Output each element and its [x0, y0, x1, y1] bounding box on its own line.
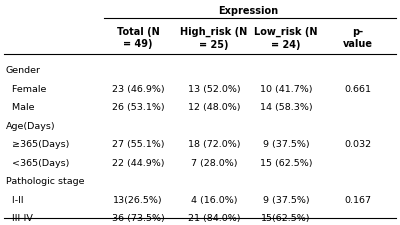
Text: 9 (37.5%): 9 (37.5%)	[263, 140, 309, 149]
Text: 12 (48.0%): 12 (48.0%)	[188, 103, 240, 112]
Text: 14 (58.3%): 14 (58.3%)	[260, 103, 312, 112]
Text: Gender: Gender	[6, 66, 41, 75]
Text: 21 (84.0%): 21 (84.0%)	[188, 214, 240, 223]
Text: Low_risk (N
= 24): Low_risk (N = 24)	[254, 27, 318, 50]
Text: 0.167: 0.167	[344, 196, 372, 205]
Text: Pathologic stage: Pathologic stage	[6, 177, 84, 186]
Text: Total (N
= 49): Total (N = 49)	[117, 27, 159, 50]
Text: Age(Days): Age(Days)	[6, 122, 56, 131]
Text: 27 (55.1%): 27 (55.1%)	[112, 140, 164, 149]
Text: 26 (53.1%): 26 (53.1%)	[112, 103, 164, 112]
Text: 15(62.5%): 15(62.5%)	[261, 214, 311, 223]
Text: 0.661: 0.661	[344, 85, 372, 94]
Text: 13(26.5%): 13(26.5%)	[113, 196, 163, 205]
Text: 22 (44.9%): 22 (44.9%)	[112, 159, 164, 168]
Text: 15 (62.5%): 15 (62.5%)	[260, 159, 312, 168]
Text: 9 (37.5%): 9 (37.5%)	[263, 196, 309, 205]
Text: 36 (73.5%): 36 (73.5%)	[112, 214, 164, 223]
Text: ≥365(Days): ≥365(Days)	[6, 140, 69, 149]
Text: p-
value: p- value	[343, 27, 373, 50]
Text: Female: Female	[6, 85, 46, 94]
Text: 13 (52.0%): 13 (52.0%)	[188, 85, 240, 94]
Text: <365(Days): <365(Days)	[6, 159, 69, 168]
Text: Male: Male	[6, 103, 34, 112]
Text: Expression: Expression	[218, 6, 278, 16]
Text: 4 (16.0%): 4 (16.0%)	[191, 196, 237, 205]
Text: 23 (46.9%): 23 (46.9%)	[112, 85, 164, 94]
Text: III-IV: III-IV	[6, 214, 33, 223]
Text: High_risk (N
= 25): High_risk (N = 25)	[180, 27, 248, 50]
Text: 7 (28.0%): 7 (28.0%)	[191, 159, 237, 168]
Text: 0.032: 0.032	[344, 140, 372, 149]
Text: 18 (72.0%): 18 (72.0%)	[188, 140, 240, 149]
Text: I-II: I-II	[6, 196, 24, 205]
Text: 10 (41.7%): 10 (41.7%)	[260, 85, 312, 94]
